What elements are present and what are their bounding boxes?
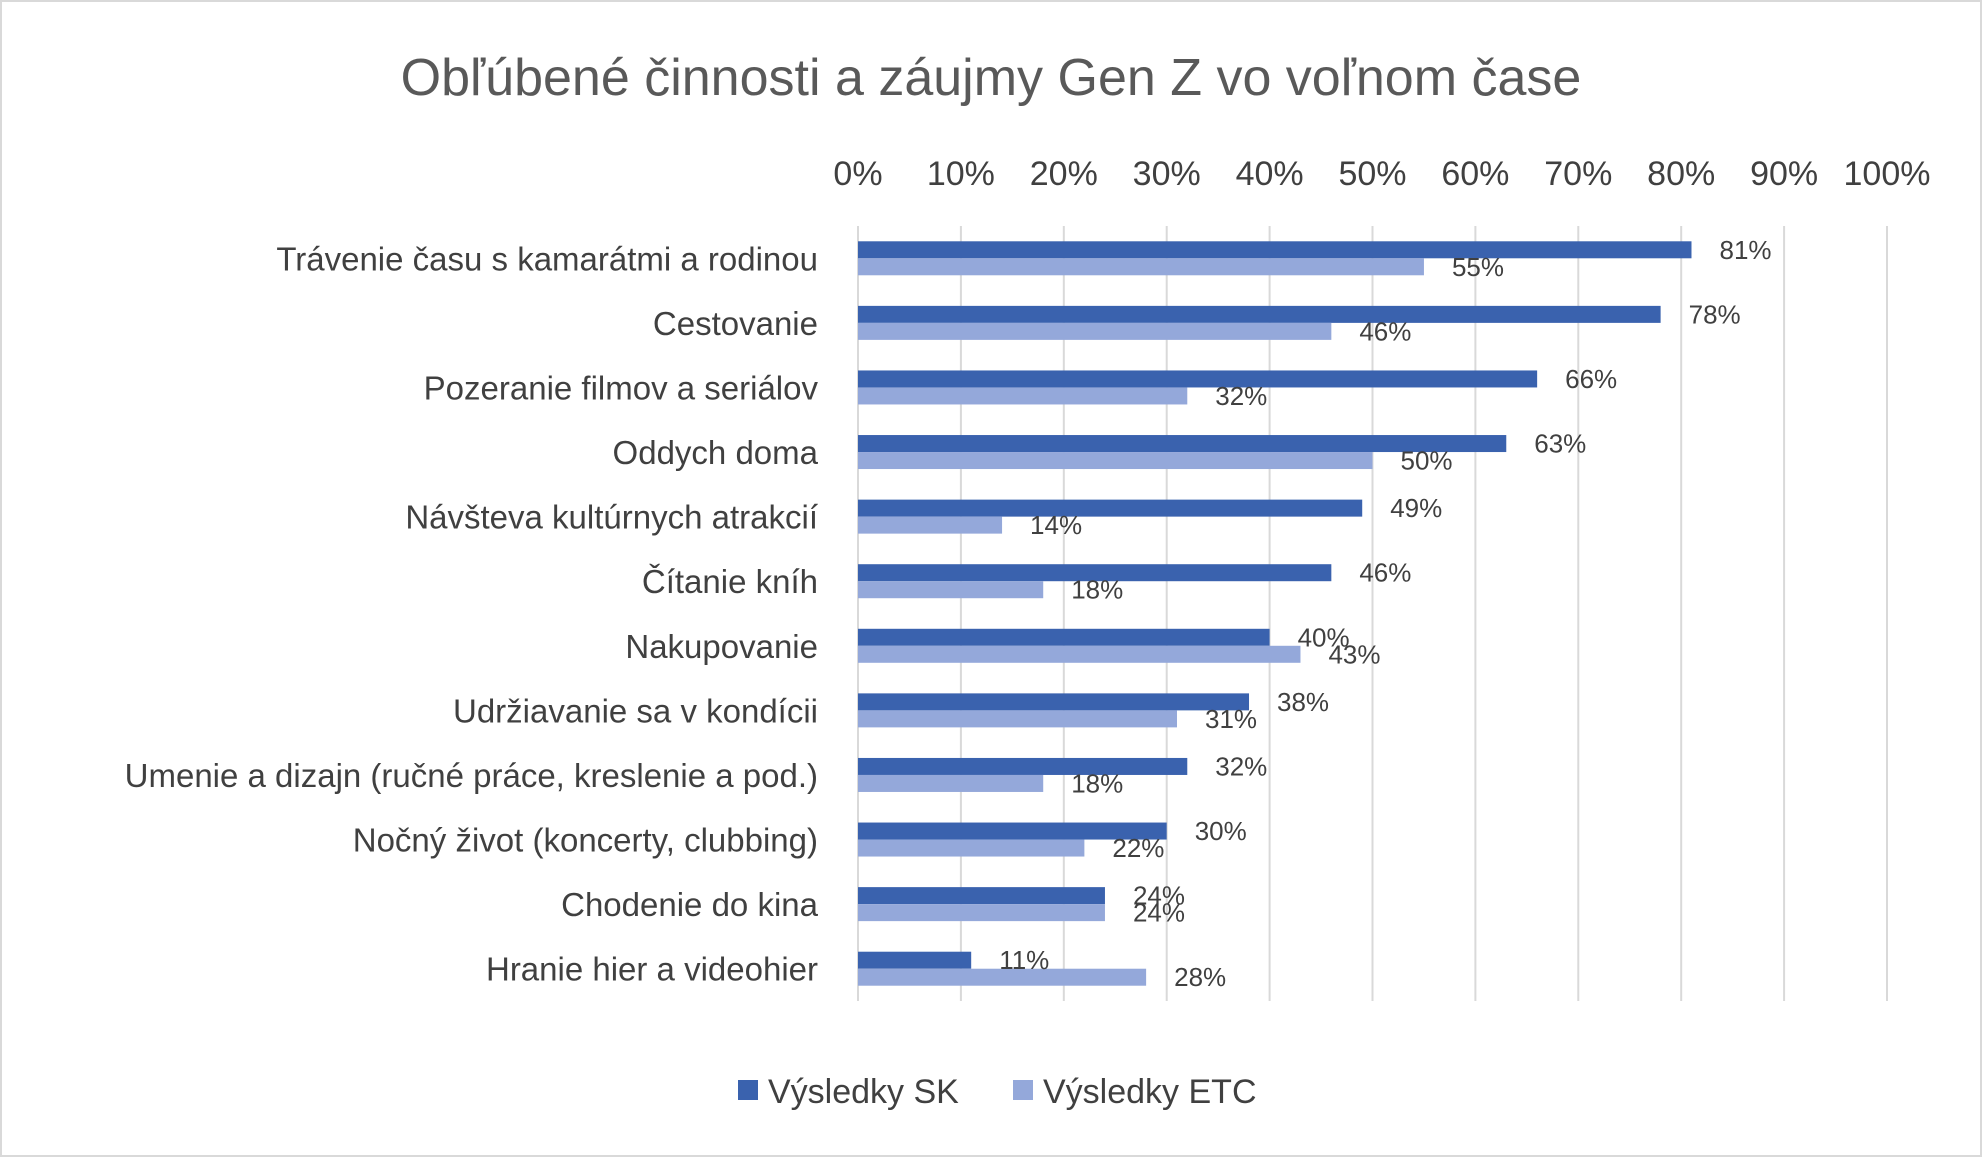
bar-sk — [858, 564, 1332, 582]
category-label: Cestovanie — [653, 305, 818, 342]
x-tick-label: 100% — [1844, 155, 1931, 193]
x-tick-label: 60% — [1441, 155, 1509, 193]
bar-etc — [858, 387, 1188, 405]
category-labels: Trávenie času s kamarátmi a rodinou Cesto… — [125, 240, 819, 987]
bar-etc — [858, 452, 1373, 470]
data-label: 30% — [1195, 816, 1247, 846]
data-labels: 81% 78% 66% 63% 49% 46% 40% 38% 32% 30% 24% 11% 55% 4… — [999, 235, 1771, 992]
bar-sk — [858, 435, 1507, 453]
bar-sk — [858, 499, 1363, 517]
data-label: 32% — [1215, 381, 1267, 411]
data-label: 46% — [1359, 558, 1411, 588]
category-label: Umenie a dizajn (ručné práce, kreslenie … — [125, 757, 818, 794]
legend-swatch — [1013, 1080, 1033, 1100]
legend-label: Výsledky SK — [768, 1073, 959, 1111]
data-label: 24% — [1133, 898, 1185, 928]
bar-etc — [858, 322, 1332, 340]
bar-sk — [858, 305, 1661, 323]
data-label: 55% — [1452, 252, 1504, 282]
legend-swatch — [738, 1080, 758, 1100]
data-label: 81% — [1719, 235, 1771, 265]
data-label: 63% — [1534, 429, 1586, 459]
data-label: 32% — [1215, 751, 1267, 781]
bar-sk — [858, 693, 1250, 711]
bar-etc — [858, 258, 1424, 276]
bar-sk — [858, 822, 1167, 840]
bars — [858, 241, 1692, 986]
x-tick-label: 40% — [1236, 155, 1304, 193]
data-label: 18% — [1071, 768, 1123, 798]
bar-sk — [858, 628, 1270, 646]
bar-sk — [858, 241, 1692, 259]
data-label: 46% — [1359, 316, 1411, 346]
legend: Výsledky SK Výsledky ETC — [738, 1073, 1257, 1111]
x-axis-ticks: 0% 10% 20% 30% 40% 50% 60% 70% 80% 90% 100% — [833, 155, 1930, 193]
category-label: Pozeranie filmov a seriálov — [424, 369, 819, 406]
x-tick-label: 30% — [1133, 155, 1201, 193]
gridlines — [857, 226, 1888, 1001]
data-label: 11% — [999, 945, 1049, 975]
x-tick-label: 20% — [1030, 155, 1098, 193]
category-label: Hranie hier a videohier — [486, 951, 818, 988]
x-tick-label: 80% — [1647, 155, 1715, 193]
bar-etc — [858, 581, 1044, 599]
x-tick-label: 90% — [1750, 155, 1818, 193]
category-label: Oddych doma — [613, 434, 819, 471]
data-label: 31% — [1205, 704, 1257, 734]
bar-etc — [858, 968, 1147, 986]
bar-etc — [858, 516, 1003, 534]
category-label: Návšteva kultúrnych atrakcií — [405, 499, 818, 536]
data-label: 18% — [1071, 575, 1123, 605]
category-label: Trávenie času s kamarátmi a rodinou — [276, 240, 818, 277]
data-label: 78% — [1689, 299, 1741, 329]
bar-etc — [858, 645, 1301, 663]
data-label: 24% — [1133, 881, 1185, 911]
category-label: Nočný život (koncerty, clubbing) — [353, 822, 818, 859]
category-label: Nakupovanie — [625, 628, 818, 665]
bar-sk — [858, 757, 1188, 775]
data-label: 38% — [1277, 687, 1329, 717]
bar-etc — [858, 774, 1044, 792]
data-label: 49% — [1390, 493, 1442, 523]
bar-sk — [858, 887, 1105, 905]
x-tick-label: 50% — [1338, 155, 1406, 193]
data-label: 66% — [1565, 364, 1617, 394]
bar-etc — [858, 839, 1085, 857]
x-tick-label: 70% — [1544, 155, 1612, 193]
x-tick-label: 0% — [833, 155, 882, 193]
bar-sk — [858, 370, 1538, 388]
bar-etc — [858, 710, 1177, 728]
data-label: 40% — [1298, 622, 1350, 652]
data-label: 14% — [1030, 510, 1082, 540]
x-tick-label: 10% — [927, 155, 995, 193]
category-label: Chodenie do kina — [561, 886, 819, 923]
data-label: 43% — [1328, 639, 1380, 669]
category-label: Čítanie kníh — [642, 563, 818, 600]
category-label: Udržiavanie sa v kondícii — [453, 692, 818, 729]
bar-sk — [858, 951, 972, 969]
data-label: 22% — [1112, 833, 1164, 863]
data-label: 50% — [1401, 446, 1453, 476]
legend-label: Výsledky ETC — [1043, 1073, 1257, 1111]
data-label: 28% — [1174, 962, 1226, 992]
chart-title: Obľúbené činnosti a záujmy Gen Z vo voľn… — [401, 49, 1582, 107]
bar-etc — [858, 904, 1105, 922]
